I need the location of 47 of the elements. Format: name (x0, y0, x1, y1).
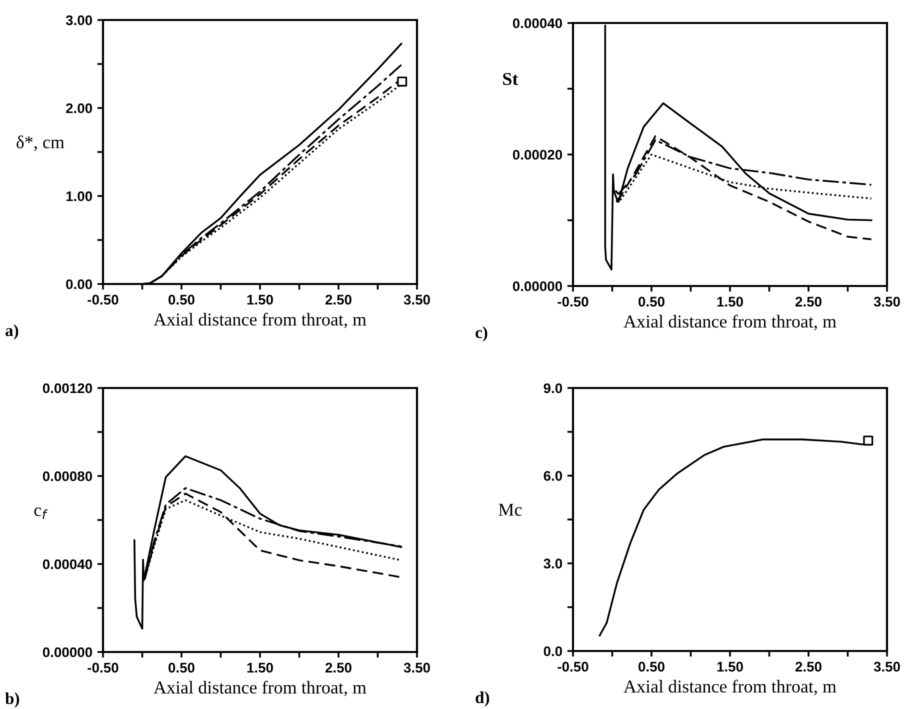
x-tick-label: 1.50 (247, 294, 273, 305)
y-tick-label: 0.00080 (42, 471, 92, 482)
x-tick-label: 0.50 (168, 294, 194, 305)
y-tick-label: 0.00120 (42, 383, 92, 394)
x-tick-label: -0.50 (88, 662, 118, 673)
text: b) (5, 692, 20, 708)
x-tick-label: 2.50 (795, 662, 822, 672)
text: d) (476, 691, 490, 707)
x-axis-title: Axial distance from throat, m (154, 312, 366, 328)
y-tick-label: 9.0 (544, 383, 562, 394)
y-tick-label: 0.0 (544, 646, 562, 656)
x-axis-title: Axial distance from throat, m (154, 680, 366, 696)
y-tick-label: 0.00 (66, 279, 92, 290)
y-tick-label: 6.0 (544, 471, 562, 481)
x-tick-label: 3.50 (874, 662, 900, 672)
x-tick-label: 1.50 (717, 296, 743, 307)
y-axis-title: δ*, cm (16, 136, 64, 151)
y-tick-label: 3.0 (544, 558, 562, 569)
x-tick-label: -0.50 (88, 294, 118, 305)
x-tick-label: 3.50 (404, 662, 430, 673)
y-axis-title: Mc (498, 504, 522, 516)
y-axis-title: c$_{f}$ (34, 507, 48, 519)
x-tick-label: 2.50 (795, 296, 822, 307)
x-tick-label: 2.50 (325, 662, 352, 673)
x-tick-label: 3.50 (874, 296, 900, 307)
x-tick-label: -0.50 (558, 296, 588, 307)
y-tick-label: 1.00 (66, 191, 92, 202)
x-axis-title: Axial distance from throat, m (624, 680, 836, 696)
x-tick-label: 0.50 (638, 296, 664, 307)
y-tick-label: 0.00000 (512, 281, 562, 292)
x-tick-label: 0.50 (638, 662, 664, 672)
text: c) (476, 326, 488, 342)
y-axis-title: St (503, 72, 518, 86)
y-tick-label: 0.00040 (512, 18, 562, 28)
y-tick-label: 0.00040 (42, 559, 92, 570)
x-axis-title: Axial distance from throat, m (624, 314, 836, 330)
y-tick-label: 0.00020 (512, 150, 562, 160)
text: a) (6, 324, 18, 340)
x-tick-label: 1.50 (247, 662, 273, 673)
y-tick-label: 0.00000 (42, 647, 92, 658)
x-tick-label: 3.50 (404, 294, 430, 305)
x-tick-label: -0.50 (558, 662, 588, 672)
x-tick-label: 1.50 (717, 662, 743, 672)
x-tick-label: 2.50 (325, 294, 352, 305)
x-tick-label: 0.50 (168, 662, 194, 673)
y-tick-label: 2.00 (66, 103, 92, 114)
y-tick-label: 3.00 (66, 15, 92, 26)
